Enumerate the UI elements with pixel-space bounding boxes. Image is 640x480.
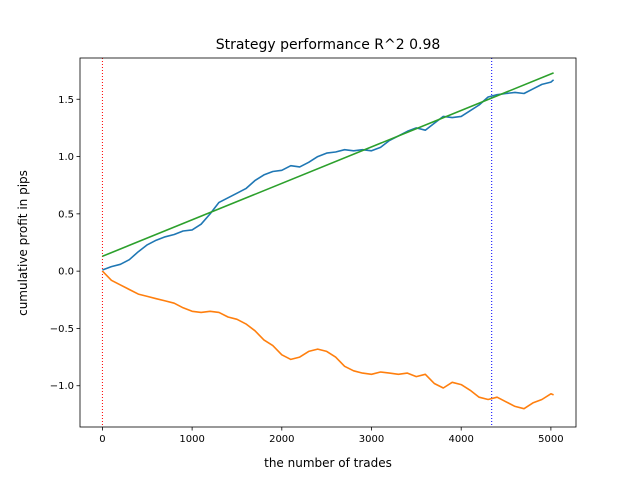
y-tick-label: 0.5 <box>58 209 74 220</box>
y-tick-label: 0.0 <box>58 267 74 278</box>
x-tick-label: 3000 <box>359 434 384 445</box>
x-tick-label: 1000 <box>179 434 204 445</box>
y-axis-label: cumulative profit in pips <box>16 170 30 316</box>
y-tick-label: −1.0 <box>50 381 74 392</box>
chart-title: Strategy performance R^2 0.98 <box>216 37 441 53</box>
y-tick-label: 1.0 <box>58 152 74 163</box>
y-tick-label: 1.5 <box>58 95 74 106</box>
x-tick-label: 2000 <box>269 434 294 445</box>
axes-frame <box>79 57 577 428</box>
plot-area: 0 1000 2000 3000 4000 5000 −1.0 −0.5 0.0 0.5 1.0 1.… <box>50 57 577 445</box>
series-line-3 <box>102 72 554 258</box>
series-line-2 <box>101 270 554 410</box>
x-tick-label: 4000 <box>448 434 473 445</box>
x-axis-label: the number of trades <box>264 456 392 470</box>
x-tick-label: 5000 <box>538 434 563 445</box>
x-tick-label: 0 <box>99 434 105 445</box>
y-tick-label: −0.5 <box>50 324 74 335</box>
